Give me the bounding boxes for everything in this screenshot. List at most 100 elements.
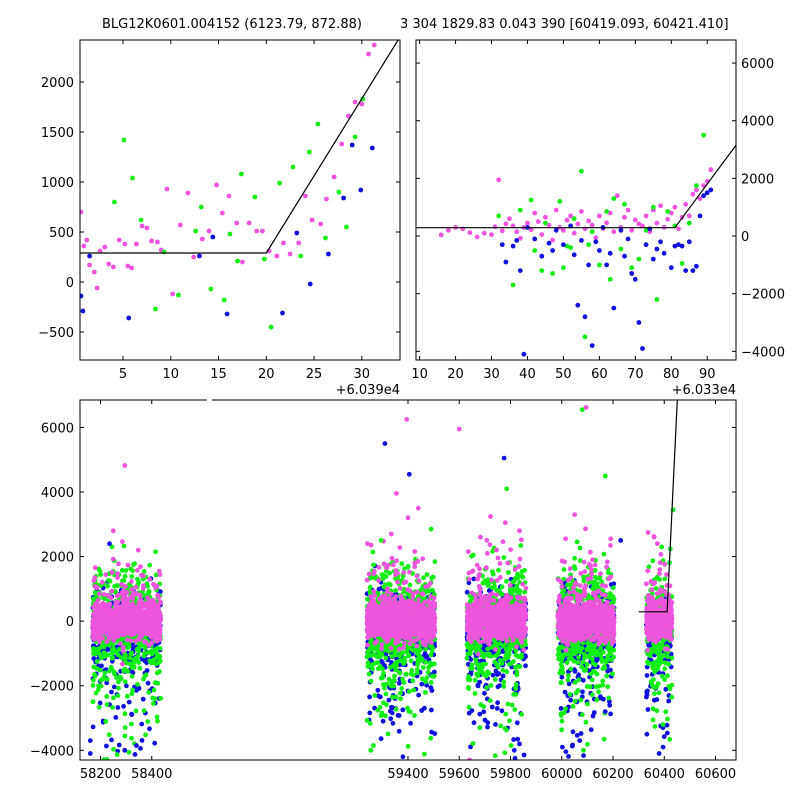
data-point-blue bbox=[500, 673, 506, 679]
data-point-magenta bbox=[372, 640, 378, 646]
data-point-magenta bbox=[281, 240, 286, 246]
data-point-magenta bbox=[532, 210, 538, 216]
data-point-magenta bbox=[525, 220, 530, 226]
data-point-blue bbox=[485, 724, 490, 730]
data-point-magenta bbox=[394, 558, 399, 564]
data-point-magenta bbox=[426, 598, 432, 604]
data-point-blue bbox=[490, 672, 496, 678]
data-point-green bbox=[381, 572, 386, 578]
data-point-green bbox=[399, 686, 405, 691]
x-tick-label: 70 bbox=[627, 367, 644, 382]
data-point-magenta bbox=[116, 592, 121, 598]
data-point-green bbox=[383, 691, 389, 697]
data-point-blue bbox=[618, 227, 624, 233]
data-point-blue bbox=[126, 699, 132, 705]
data-point-magenta bbox=[94, 285, 100, 291]
data-point-green bbox=[116, 685, 121, 691]
data-point-green bbox=[367, 721, 373, 726]
data-point-blue bbox=[708, 187, 714, 193]
data-point-magenta bbox=[177, 222, 183, 228]
data-point-magenta bbox=[116, 561, 121, 567]
y-tick-label: 500 bbox=[49, 226, 74, 241]
data-point-blue bbox=[388, 708, 393, 714]
data-point-magenta bbox=[539, 232, 545, 238]
y-tick-label: 2000 bbox=[741, 172, 774, 187]
data-point-blue bbox=[104, 680, 110, 686]
data-point-blue bbox=[597, 248, 602, 253]
data-point-green bbox=[477, 643, 483, 649]
x-offset-label: +6.033e4 bbox=[672, 383, 736, 398]
data-point-magenta bbox=[318, 221, 324, 227]
data-point-magenta bbox=[658, 203, 663, 209]
data-point-magenta bbox=[123, 584, 128, 589]
data-point-green bbox=[654, 297, 660, 302]
data-point-green bbox=[408, 658, 414, 664]
data-point-green bbox=[469, 666, 475, 671]
data-point-green bbox=[539, 268, 545, 273]
data-point-green bbox=[432, 789, 437, 794]
data-point-green bbox=[385, 731, 391, 737]
data-point-green bbox=[597, 262, 602, 268]
data-point-green bbox=[149, 651, 155, 657]
data-point-magenta bbox=[415, 558, 421, 564]
data-point-magenta bbox=[139, 572, 144, 578]
data-point-magenta bbox=[586, 218, 591, 224]
data-point-green bbox=[650, 204, 656, 210]
data-point-green bbox=[91, 596, 96, 602]
y-tick-label: 1000 bbox=[41, 176, 74, 191]
data-point-green bbox=[475, 673, 481, 679]
data-point-green bbox=[472, 691, 478, 696]
x-tick-label: 80 bbox=[663, 367, 680, 382]
data-point-green bbox=[582, 334, 588, 340]
x-tick-label: 40 bbox=[519, 367, 536, 382]
data-point-blue bbox=[424, 682, 429, 688]
data-point-magenta bbox=[414, 643, 420, 649]
data-point-blue bbox=[147, 726, 152, 732]
data-point-green bbox=[464, 655, 470, 661]
data-point-green bbox=[431, 661, 437, 667]
data-point-green bbox=[571, 216, 577, 222]
data-point-green bbox=[323, 235, 328, 241]
data-point-magenta bbox=[359, 101, 365, 107]
data-point-green bbox=[92, 590, 98, 595]
data-point-green bbox=[550, 271, 555, 276]
data-point-magenta bbox=[102, 244, 108, 250]
data-point-green bbox=[503, 646, 509, 652]
data-point-green bbox=[506, 652, 512, 657]
data-point-magenta bbox=[381, 561, 387, 567]
data-point-magenta bbox=[535, 219, 541, 225]
data-point-green bbox=[371, 651, 376, 657]
data-point-blue bbox=[396, 728, 402, 734]
data-point-blue bbox=[499, 708, 505, 714]
data-point-green bbox=[388, 683, 394, 689]
data-point-blue bbox=[388, 716, 394, 722]
data-point-blue bbox=[464, 589, 470, 595]
data-point-magenta bbox=[668, 210, 674, 216]
data-point-blue bbox=[224, 311, 230, 317]
data-point-green bbox=[502, 750, 508, 756]
data-point-green bbox=[501, 679, 507, 685]
data-point-blue bbox=[341, 195, 346, 201]
data-point-green bbox=[487, 698, 493, 703]
data-point-green bbox=[131, 664, 137, 670]
data-point-blue bbox=[515, 736, 521, 742]
data-point-green bbox=[393, 588, 398, 593]
data-point-green bbox=[130, 568, 136, 574]
data-point-magenta bbox=[119, 590, 125, 596]
data-point-magenta bbox=[528, 227, 534, 233]
data-point-green bbox=[398, 658, 404, 663]
data-point-magenta bbox=[607, 210, 613, 216]
data-point-blue bbox=[514, 238, 520, 243]
data-point-magenta bbox=[309, 217, 315, 223]
data-point-green bbox=[421, 575, 426, 581]
data-point-green bbox=[519, 569, 525, 574]
data-point-blue bbox=[561, 242, 566, 248]
data-point-blue bbox=[408, 720, 413, 726]
data-point-blue bbox=[517, 268, 523, 273]
data-point-green bbox=[492, 640, 498, 646]
data-point-magenta bbox=[517, 235, 523, 241]
x-offset-label: +6.039e4 bbox=[336, 383, 400, 398]
data-point-blue bbox=[539, 253, 545, 259]
data-point-green bbox=[502, 726, 508, 731]
data-point-green bbox=[618, 246, 624, 252]
